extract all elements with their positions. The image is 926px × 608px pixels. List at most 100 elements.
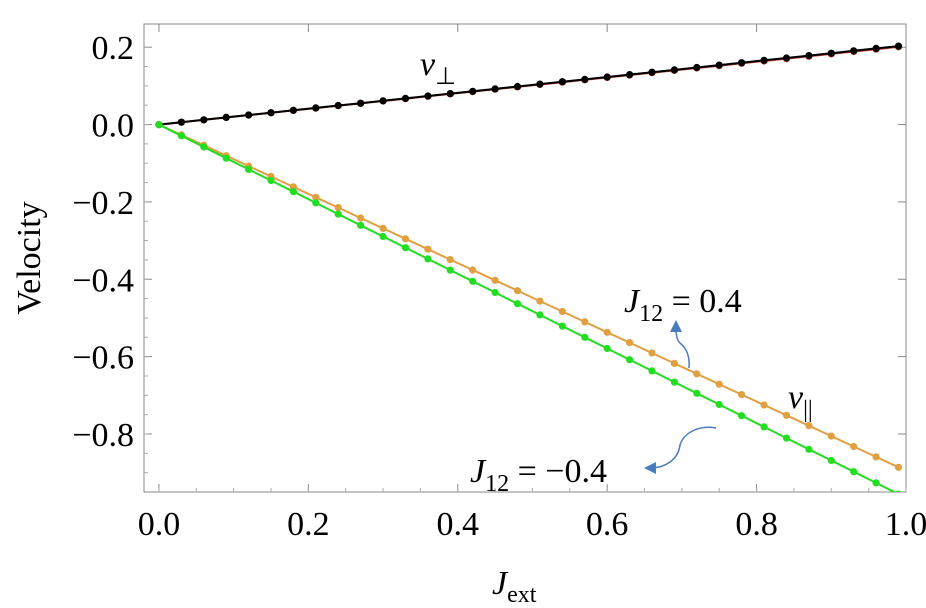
series-point-3 [401,244,410,252]
series-point-2 [760,401,768,409]
series-point-1 [289,106,297,114]
series-point-3 [715,400,723,409]
series-point-2 [424,245,432,253]
series-point-2 [648,349,656,357]
series-point-1 [469,87,477,95]
series-point-1 [782,54,791,62]
series-point-2 [693,370,701,378]
series-point-1 [827,49,835,57]
series-line-2 [158,123,899,469]
series-layer [155,42,903,492]
series-point-2 [626,339,634,347]
series-point-1 [513,82,522,91]
j12-positive-label: J12 = 0.4 [624,283,742,327]
series-point-3 [222,154,230,162]
series-point-2 [738,391,746,399]
series-point-1 [738,59,746,67]
y-tick-label: −0.6 [72,340,134,377]
y-tick-label: −0.8 [72,417,134,454]
series-point-3 [805,445,813,453]
y-tick-label: 0.2 [92,30,135,67]
series-point-1 [536,80,544,88]
series-point-1 [648,68,656,76]
series-point-3 [155,121,163,129]
series-point-2 [581,318,589,326]
series-line-3 [158,123,897,492]
x-tick-label: 0.8 [735,506,778,543]
series-point-1 [558,78,567,86]
series-point-2 [558,307,567,316]
series-point-3 [895,490,902,492]
v-perp-label: v⊥ [420,46,456,90]
y-tick-label: 0.0 [92,108,135,145]
j12-negative-label: J12 = −0.4 [470,453,607,497]
series-point-1 [177,118,185,126]
series-point-3 [581,333,589,341]
series-point-2 [670,359,679,367]
series-group [155,42,903,492]
series-point-1 [670,66,679,74]
series-point-1 [603,73,611,81]
y-tick-label: −0.2 [72,185,134,222]
x-tick-label: 0.6 [586,506,629,543]
series-point-2 [715,380,723,388]
series-point-3 [200,143,208,151]
series-point-3 [245,165,253,173]
series-point-1 [850,47,858,55]
series-point-3 [357,221,365,229]
series-point-1 [715,61,723,69]
y-tick-labels: 0.2 0.0 −0.2 −0.4 −0.6 −0.8 [72,30,134,454]
tick-marks [144,24,907,492]
series-point-3 [782,434,791,442]
pointer-arrow-positive [670,320,690,369]
series-point-3 [267,176,275,185]
series-point-3 [827,456,835,465]
series-point-1 [267,109,275,117]
series-point-2 [894,463,903,471]
series-point-3 [603,344,611,353]
series-point-3 [536,311,544,319]
series-point-1 [379,97,387,105]
series-point-1 [222,113,230,121]
series-point-1 [760,56,768,64]
series-point-3 [670,378,679,386]
series-point-1 [894,42,903,50]
series-point-3 [872,479,880,487]
series-point-3 [648,367,656,375]
series-line-1 [158,45,899,126]
series-point-2 [513,287,522,295]
series-point-2 [446,256,454,264]
series-point-3 [491,288,499,297]
series-point-1 [357,99,365,107]
series-point-2 [827,432,835,440]
x-tick-label: 0.4 [437,506,480,543]
series-point-2 [536,297,544,305]
series-point-3 [558,322,567,330]
v-par-label: v|| [788,379,813,423]
series-point-2 [312,193,320,201]
y-tick-label: −0.4 [72,262,134,299]
x-tick-label: 1.0 [885,506,926,543]
series-point-1 [581,75,589,83]
series-point-3 [626,356,634,364]
series-point-1 [200,116,208,124]
series-point-2 [603,328,611,336]
series-point-1 [424,92,432,100]
x-tick-label: 0.2 [287,506,330,543]
y-axis-label: Velocity [11,201,48,314]
x-tick-label: 0.0 [138,506,181,543]
series-point-1 [872,44,880,53]
series-point-1 [693,63,701,72]
pointer-arrow-negative [644,426,717,474]
series-point-3 [334,210,342,218]
series-point-2 [379,224,387,232]
series-point-2 [469,266,477,274]
series-point-3 [177,132,185,140]
series-point-3 [469,277,477,285]
series-point-2 [872,453,880,461]
series-point-3 [760,423,768,431]
series-point-1 [245,111,253,119]
series-point-1 [401,94,410,102]
series-point-2 [850,442,858,451]
